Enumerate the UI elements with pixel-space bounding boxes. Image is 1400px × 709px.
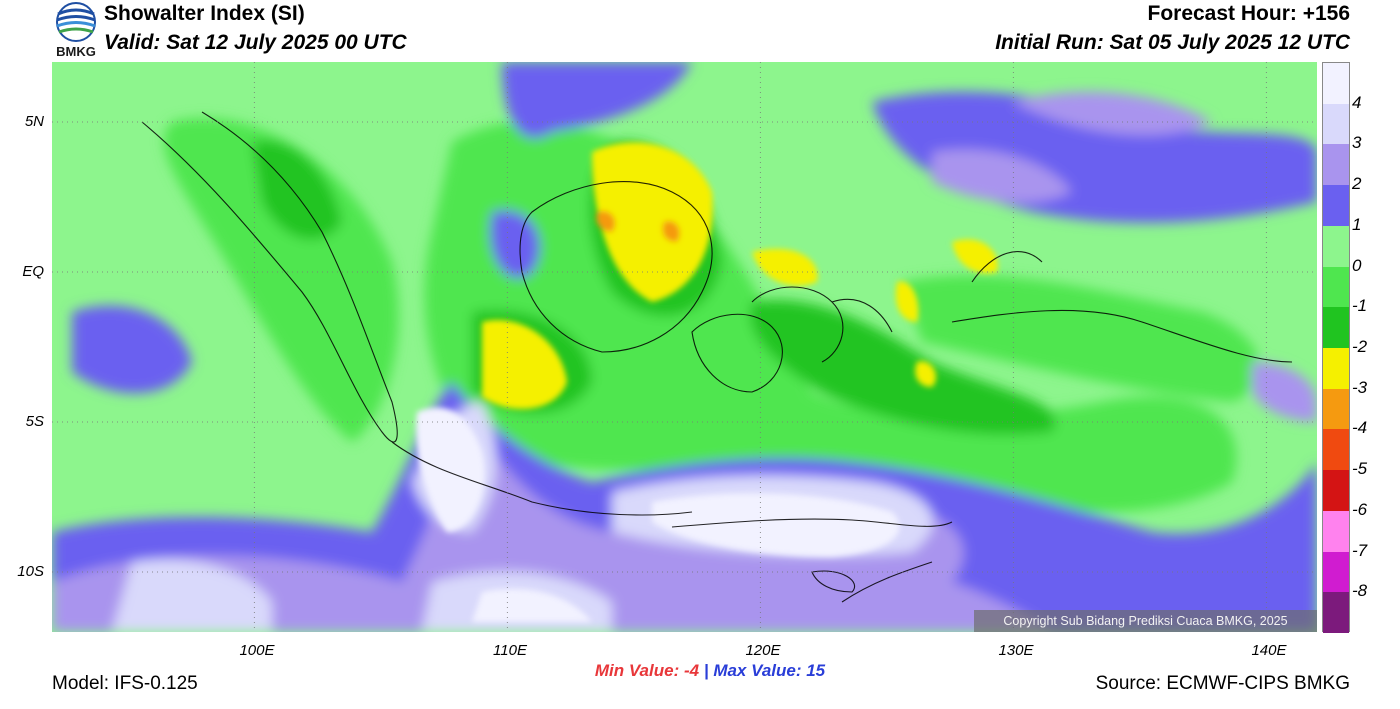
lat-label-5s: 5S: [25, 413, 44, 430]
colorbar-segment: [1323, 348, 1349, 390]
colorbar-label: -2: [1352, 337, 1368, 356]
min-value: Min Value: -4: [594, 661, 700, 680]
colorbar-label: -8: [1352, 581, 1368, 601]
colorbar-label: -3: [1352, 377, 1368, 397]
colorbar-label: 0: [1352, 255, 1362, 275]
lon-label-100e: 100E: [239, 642, 275, 659]
colorbar-segment: [1323, 63, 1349, 105]
colorbar: [1322, 62, 1350, 634]
colorbar-label: 2: [1352, 174, 1362, 194]
colorbar-label: -4: [1352, 418, 1368, 438]
colorbar-label: 3: [1352, 133, 1362, 153]
map-title: Showalter Index (SI): [104, 2, 305, 25]
colorbar-label: -7: [1352, 540, 1368, 560]
colorbar-segment: [1323, 225, 1349, 268]
colorbar-segment: [1323, 185, 1349, 227]
lon-label-140e: 140E: [1251, 642, 1287, 659]
bmkg-logo-icon: BMKG: [52, 2, 100, 60]
colorbar-label: 4: [1352, 92, 1362, 112]
copyright-notice: Copyright Sub Bidang Prediksi Cuaca BMKG…: [974, 610, 1317, 632]
colorbar-segment: [1323, 551, 1349, 593]
lat-label-5n: 5N: [24, 113, 44, 130]
colorbar-label: -5: [1352, 459, 1368, 479]
colorbar-segment: [1323, 510, 1349, 553]
colorbar-label: 1: [1352, 214, 1362, 234]
colorbar-segment: [1323, 144, 1349, 186]
forecast-map[interactable]: [52, 62, 1317, 632]
initial-run: Initial Run: Sat 05 July 2025 12 UTC: [995, 31, 1350, 54]
colorbar-segment: [1323, 307, 1349, 349]
lon-label-110e: 110E: [493, 642, 527, 659]
stats-separator: |: [703, 661, 709, 680]
colorbar-segment: [1323, 388, 1349, 430]
valid-time: Valid: Sat 12 July 2025 00 UTC: [104, 31, 407, 54]
source-label: Source: ECMWF-CIPS BMKG: [1095, 673, 1350, 694]
max-value: Max Value: 15: [713, 661, 826, 680]
colorbar-segment: [1323, 592, 1349, 634]
colorbar-segment: [1323, 266, 1349, 308]
model-label: Model: IFS-0.125: [52, 673, 198, 694]
lon-label-120e: 120E: [745, 642, 781, 659]
colorbar-label: -6: [1352, 499, 1368, 519]
logo-text: BMKG: [56, 44, 96, 59]
min-max-values: Min Value: -4 | Max Value: 15: [500, 661, 920, 681]
forecast-hour: Forecast Hour: +156: [1147, 2, 1351, 25]
lat-label-10s: 10S: [17, 563, 44, 580]
colorbar-segment: [1323, 429, 1349, 471]
lon-label-130e: 130E: [998, 642, 1034, 659]
colorbar-label: -1: [1352, 296, 1368, 316]
colorbar-segment: [1323, 470, 1349, 512]
lat-label-eq: EQ: [22, 263, 44, 280]
colorbar-segment: [1323, 103, 1349, 145]
